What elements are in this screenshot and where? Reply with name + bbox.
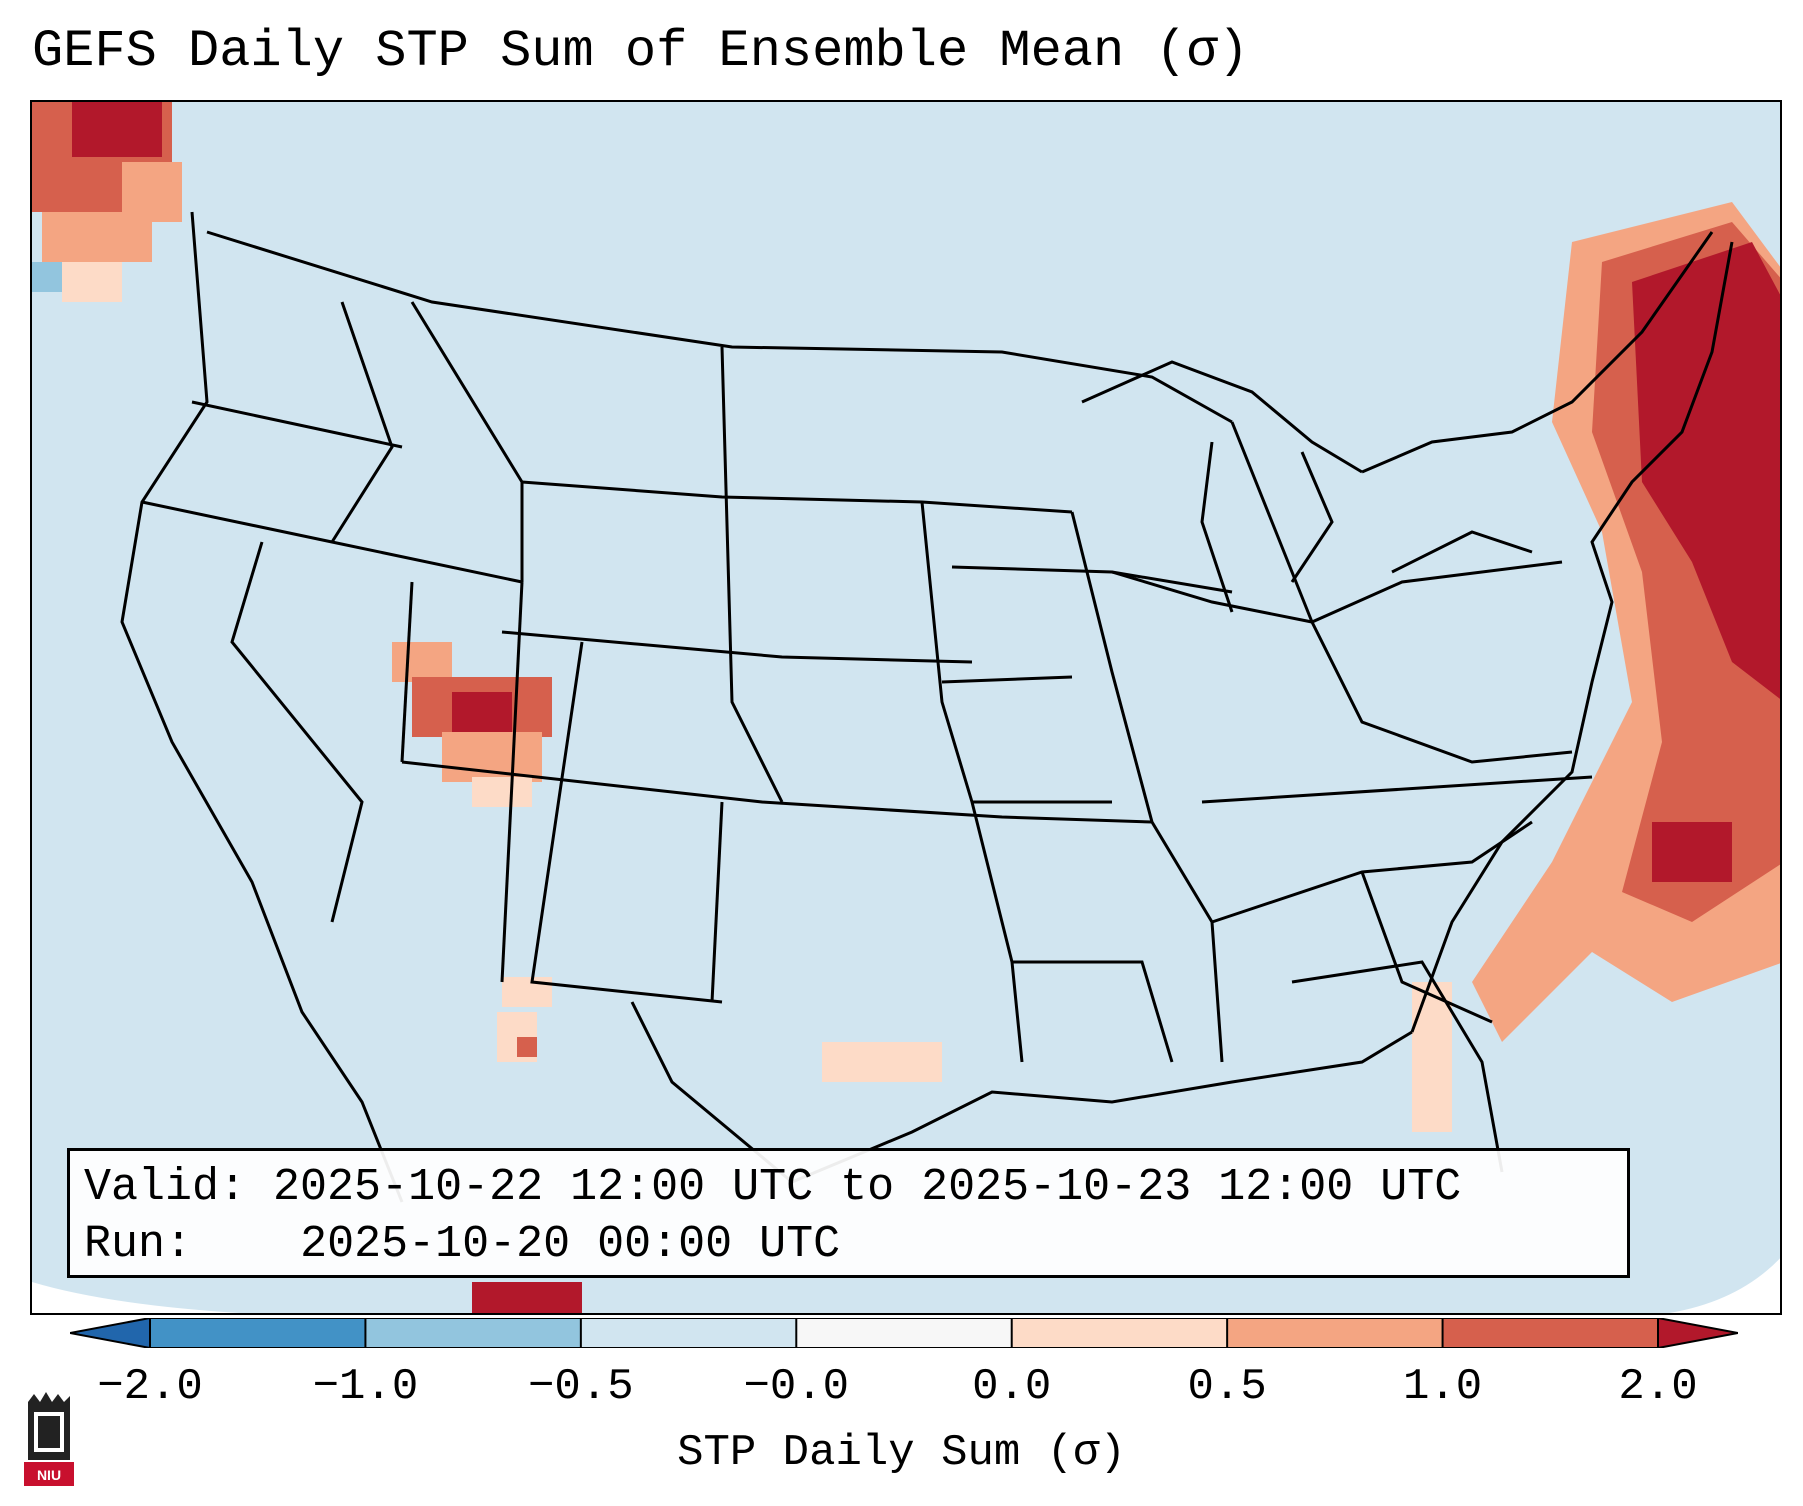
colorbar-tick-label: −2.0 bbox=[97, 1362, 203, 1412]
valid-value: 2025-10-22 12:00 UTC to 2025-10-23 12:00… bbox=[273, 1162, 1462, 1213]
run-value: 2025-10-20 00:00 UTC bbox=[300, 1219, 841, 1270]
niu-logo-text: NIU bbox=[37, 1467, 61, 1483]
colorbar-tick-label: 2.0 bbox=[1618, 1362, 1698, 1412]
anomaly-four-corners bbox=[392, 642, 552, 807]
colorbar-segment bbox=[796, 1318, 1013, 1348]
colorbar-segments bbox=[70, 1318, 1738, 1348]
colorbar-segment bbox=[1227, 1318, 1444, 1348]
anomaly-mexico bbox=[497, 977, 552, 1062]
map-panel[interactable] bbox=[30, 100, 1782, 1315]
colorbar-ticks bbox=[149, 1318, 1659, 1348]
anomaly-pacific-northwest bbox=[32, 102, 182, 302]
anomaly-northeast bbox=[1472, 202, 1780, 1042]
colorbar-label: STP Daily Sum (σ) bbox=[677, 1428, 1126, 1478]
colorbar-segment bbox=[1011, 1318, 1228, 1348]
colorbar-segment bbox=[580, 1318, 797, 1348]
map-title: GEFS Daily STP Sum of Ensemble Mean (σ) bbox=[32, 22, 1249, 81]
niu-logo: NIU bbox=[24, 1392, 74, 1486]
map-domain bbox=[32, 102, 1780, 1313]
valid-row: Valid: 2025-10-22 12:00 UTC to 2025-10-2… bbox=[84, 1159, 1613, 1216]
state-boundaries bbox=[120, 211, 1734, 1203]
colorbar-tick-label: −1.0 bbox=[312, 1362, 419, 1412]
colorbar-tick-label: −0.0 bbox=[743, 1362, 850, 1412]
colorbar-under-arrow bbox=[70, 1318, 150, 1348]
run-label: Run: bbox=[84, 1219, 193, 1270]
colorbar-tick-label: 1.0 bbox=[1402, 1362, 1483, 1412]
colorbar-segment bbox=[365, 1318, 582, 1348]
anomaly-bottom bbox=[472, 1282, 582, 1313]
colorbar-tick-labels: −2.0 −1.0 −0.5 −0.0 0.0 0.5 1.0 2.0 bbox=[0, 1362, 1803, 1418]
anomaly-gulf bbox=[822, 982, 1452, 1132]
colorbar bbox=[70, 1318, 1738, 1348]
valid-label: Valid: bbox=[84, 1162, 247, 1213]
colorbar-over-arrow bbox=[1658, 1318, 1738, 1348]
colorbar-tick-label: 0.0 bbox=[972, 1362, 1052, 1412]
run-row: Run: 2025-10-20 00:00 UTC bbox=[84, 1216, 1613, 1273]
colorbar-tick-label: −0.5 bbox=[528, 1362, 634, 1412]
valid-run-info-box: Valid: 2025-10-22 12:00 UTC to 2025-10-2… bbox=[67, 1148, 1630, 1278]
map-svg bbox=[32, 102, 1780, 1313]
colorbar-segment bbox=[150, 1318, 366, 1348]
colorbar-tick-label: 0.5 bbox=[1187, 1362, 1267, 1412]
colorbar-segment bbox=[1442, 1318, 1659, 1348]
